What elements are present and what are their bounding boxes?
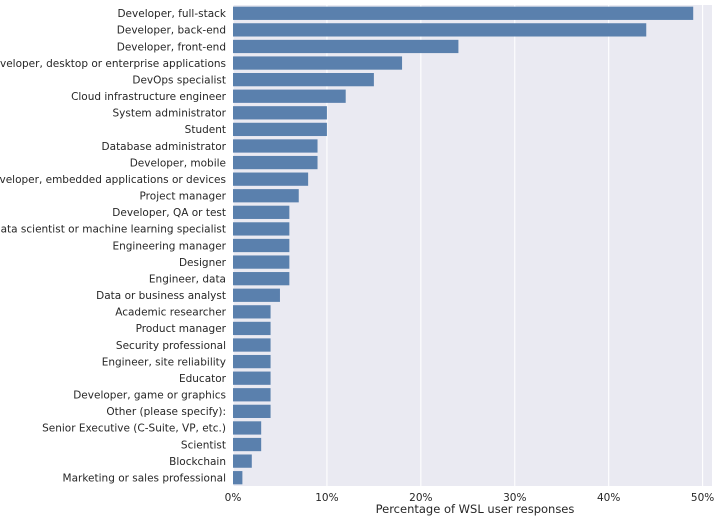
x-tick-label: 20% [409,492,432,504]
y-tick-label: Designer [179,257,227,269]
bar [233,321,271,336]
y-tick-label: Developer, embedded applications or devi… [0,174,226,186]
bar [233,255,290,269]
y-tick-labels: Developer, full-stack Developer, back-end… [0,8,227,484]
x-tick-label: 50% [691,492,714,504]
bar [233,272,290,286]
bar [233,139,318,153]
bar [233,106,327,120]
bar [233,288,280,302]
bar [233,189,299,203]
y-tick-label: Data or business analyst [96,290,226,302]
bar [233,73,374,87]
y-tick-label: Cloud infrastructure engineer [71,91,227,103]
y-tick-label: DevOps specialist [132,74,226,86]
bar [233,56,403,70]
y-tick-label: Scientist [181,439,226,451]
y-tick-label: Data scientist or machine learning speci… [0,224,226,236]
bar [233,388,271,402]
bar [233,155,318,170]
y-tick-label: Project manager [140,191,227,203]
y-tick-label: Database administrator [102,141,227,153]
y-tick-label: Developer, back-end [117,25,226,37]
bar [233,6,694,20]
x-tick-labels: 0% 10% 20% 30% 40% 50% [225,492,715,504]
x-tick-label: 30% [503,492,526,504]
bar [233,238,290,253]
bar [233,338,271,352]
y-tick-label: Educator [179,373,227,385]
bar [233,39,459,54]
y-tick-label: Academic researcher [115,307,226,319]
bar [233,421,262,435]
y-tick-label: Developer, game or graphics [73,390,226,402]
bar [233,354,271,369]
y-tick-label: Engineer, site reliability [102,356,226,368]
y-tick-label: Blockchain [169,456,226,468]
y-tick-label: System administrator [112,108,226,120]
y-tick-label: Developer, desktop or enterprise applica… [0,58,226,70]
y-tick-label: Security professional [116,340,226,352]
y-tick-label: Developer, full-stack [117,8,226,20]
bar [233,305,271,319]
x-tick-label: 40% [597,492,620,504]
y-tick-label: Engineer, data [149,273,226,285]
x-tick-label: 0% [225,492,242,504]
y-tick-label: Student [185,124,226,136]
bar [233,89,346,103]
y-tick-label: Marketing or sales professional [63,473,226,485]
x-tick-label: 10% [315,492,338,504]
bar [233,437,262,452]
y-tick-label: Developer, mobile [130,157,226,169]
y-tick-label: Product manager [136,323,227,335]
y-tick-label: Developer, front-end [117,41,226,53]
bar [233,205,290,219]
x-axis-title: Percentage of WSL user responses [376,502,575,516]
bars [233,6,694,485]
bar [233,454,252,468]
bar [233,471,243,485]
bar [233,122,327,137]
bar [233,371,271,385]
y-tick-label: Senior Executive (C-Suite, VP, etc.) [42,423,226,435]
bar [233,23,647,37]
bar [233,172,309,186]
y-tick-label: Engineering manager [112,240,226,252]
bar [233,222,290,236]
bar [233,404,271,418]
y-tick-label: Other (please specify): [106,406,226,418]
y-tick-label: Developer, QA or test [112,207,226,219]
